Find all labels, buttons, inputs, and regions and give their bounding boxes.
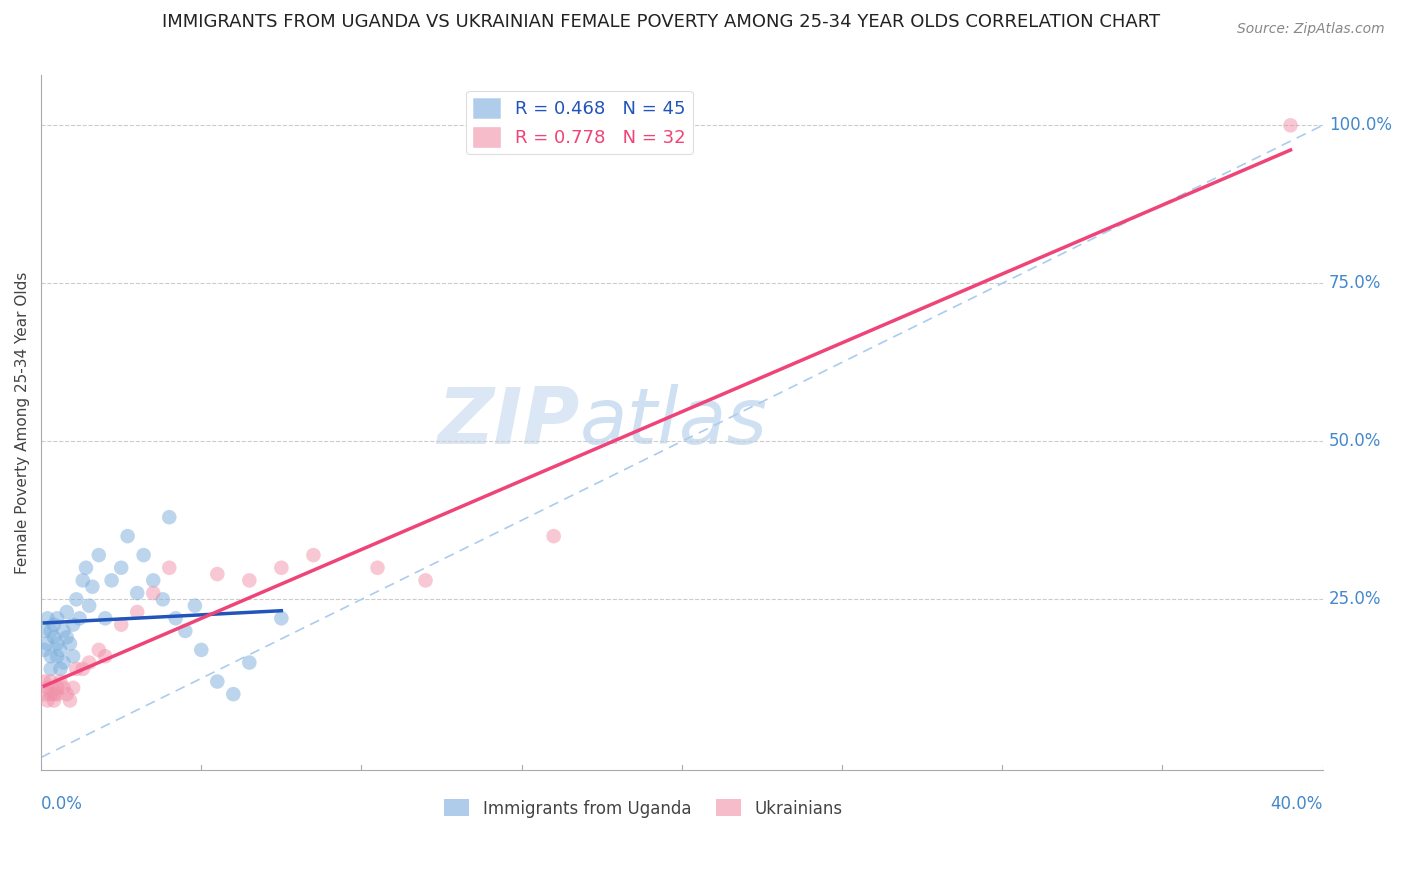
Point: [75, 560, 97, 574]
Point: [34, 687, 56, 701]
Point: [142, 574, 165, 588]
Point: [142, 586, 165, 600]
Point: [52, 624, 75, 638]
Y-axis label: Female Poverty Among 25-34 Year Olds: Female Poverty Among 25-34 Year Olds: [15, 271, 30, 574]
Text: 0.0%: 0.0%: [41, 796, 83, 814]
Point: [49, 674, 72, 689]
Point: [37, 681, 59, 695]
Point: [270, 611, 292, 625]
Point: [302, 548, 325, 562]
Text: ZIP: ZIP: [437, 384, 579, 460]
Point: [110, 617, 132, 632]
Point: [39, 649, 62, 664]
Text: IMMIGRANTS FROM UGANDA VS UKRAINIAN FEMALE POVERTY AMONG 25-34 YEAR OLDS CORRELA: IMMIGRANTS FROM UGANDA VS UKRAINIAN FEMA…: [162, 13, 1160, 31]
Point: [62, 617, 84, 632]
Point: [39, 687, 62, 701]
Point: [37, 693, 59, 707]
Point: [238, 656, 260, 670]
Point: [55, 630, 77, 644]
Text: Source: ZipAtlas.com: Source: ZipAtlas.com: [1237, 22, 1385, 37]
Point: [34, 674, 56, 689]
Point: [184, 599, 207, 613]
Point: [42, 617, 65, 632]
Point: [52, 681, 75, 695]
Point: [39, 662, 62, 676]
Point: [366, 560, 388, 574]
Point: [72, 574, 94, 588]
Text: 75.0%: 75.0%: [1329, 275, 1381, 293]
Point: [55, 605, 77, 619]
Point: [110, 560, 132, 574]
Point: [55, 687, 77, 701]
Text: 40.0%: 40.0%: [1270, 796, 1323, 814]
Point: [46, 611, 69, 625]
Point: [46, 687, 69, 701]
Point: [415, 574, 437, 588]
Point: [190, 643, 212, 657]
Text: atlas: atlas: [579, 384, 768, 460]
Point: [207, 674, 229, 689]
Point: [69, 611, 91, 625]
Point: [87, 643, 110, 657]
Point: [42, 693, 65, 707]
Point: [543, 529, 565, 543]
Point: [46, 649, 69, 664]
Point: [77, 656, 100, 670]
Text: 100.0%: 100.0%: [1329, 116, 1392, 135]
Point: [94, 611, 117, 625]
Point: [49, 643, 72, 657]
Point: [59, 693, 82, 707]
Point: [59, 637, 82, 651]
Point: [157, 560, 180, 574]
Point: [37, 637, 59, 651]
Point: [34, 643, 56, 657]
Point: [165, 611, 187, 625]
Point: [62, 649, 84, 664]
Point: [46, 681, 69, 695]
Point: [127, 605, 149, 619]
Point: [42, 630, 65, 644]
Point: [132, 548, 155, 562]
Point: [157, 510, 180, 524]
Point: [42, 687, 65, 701]
Point: [46, 637, 69, 651]
Point: [72, 662, 94, 676]
Point: [52, 656, 75, 670]
Point: [77, 599, 100, 613]
Point: [238, 574, 260, 588]
Point: [39, 674, 62, 689]
Point: [65, 592, 87, 607]
Point: [65, 662, 87, 676]
Point: [34, 624, 56, 638]
Legend: Immigrants from Uganda, Ukrainians: Immigrants from Uganda, Ukrainians: [437, 793, 849, 824]
Point: [62, 681, 84, 695]
Point: [39, 624, 62, 638]
Point: [127, 586, 149, 600]
Point: [152, 592, 174, 607]
Point: [82, 580, 104, 594]
Point: [117, 529, 139, 543]
Point: [37, 611, 59, 625]
Point: [100, 574, 122, 588]
Point: [174, 624, 197, 638]
Point: [1279, 118, 1302, 132]
Point: [49, 662, 72, 676]
Point: [222, 687, 245, 701]
Point: [207, 567, 229, 582]
Point: [270, 560, 292, 574]
Text: 25.0%: 25.0%: [1329, 591, 1382, 608]
Text: 50.0%: 50.0%: [1329, 433, 1381, 450]
Point: [94, 649, 117, 664]
Point: [87, 548, 110, 562]
